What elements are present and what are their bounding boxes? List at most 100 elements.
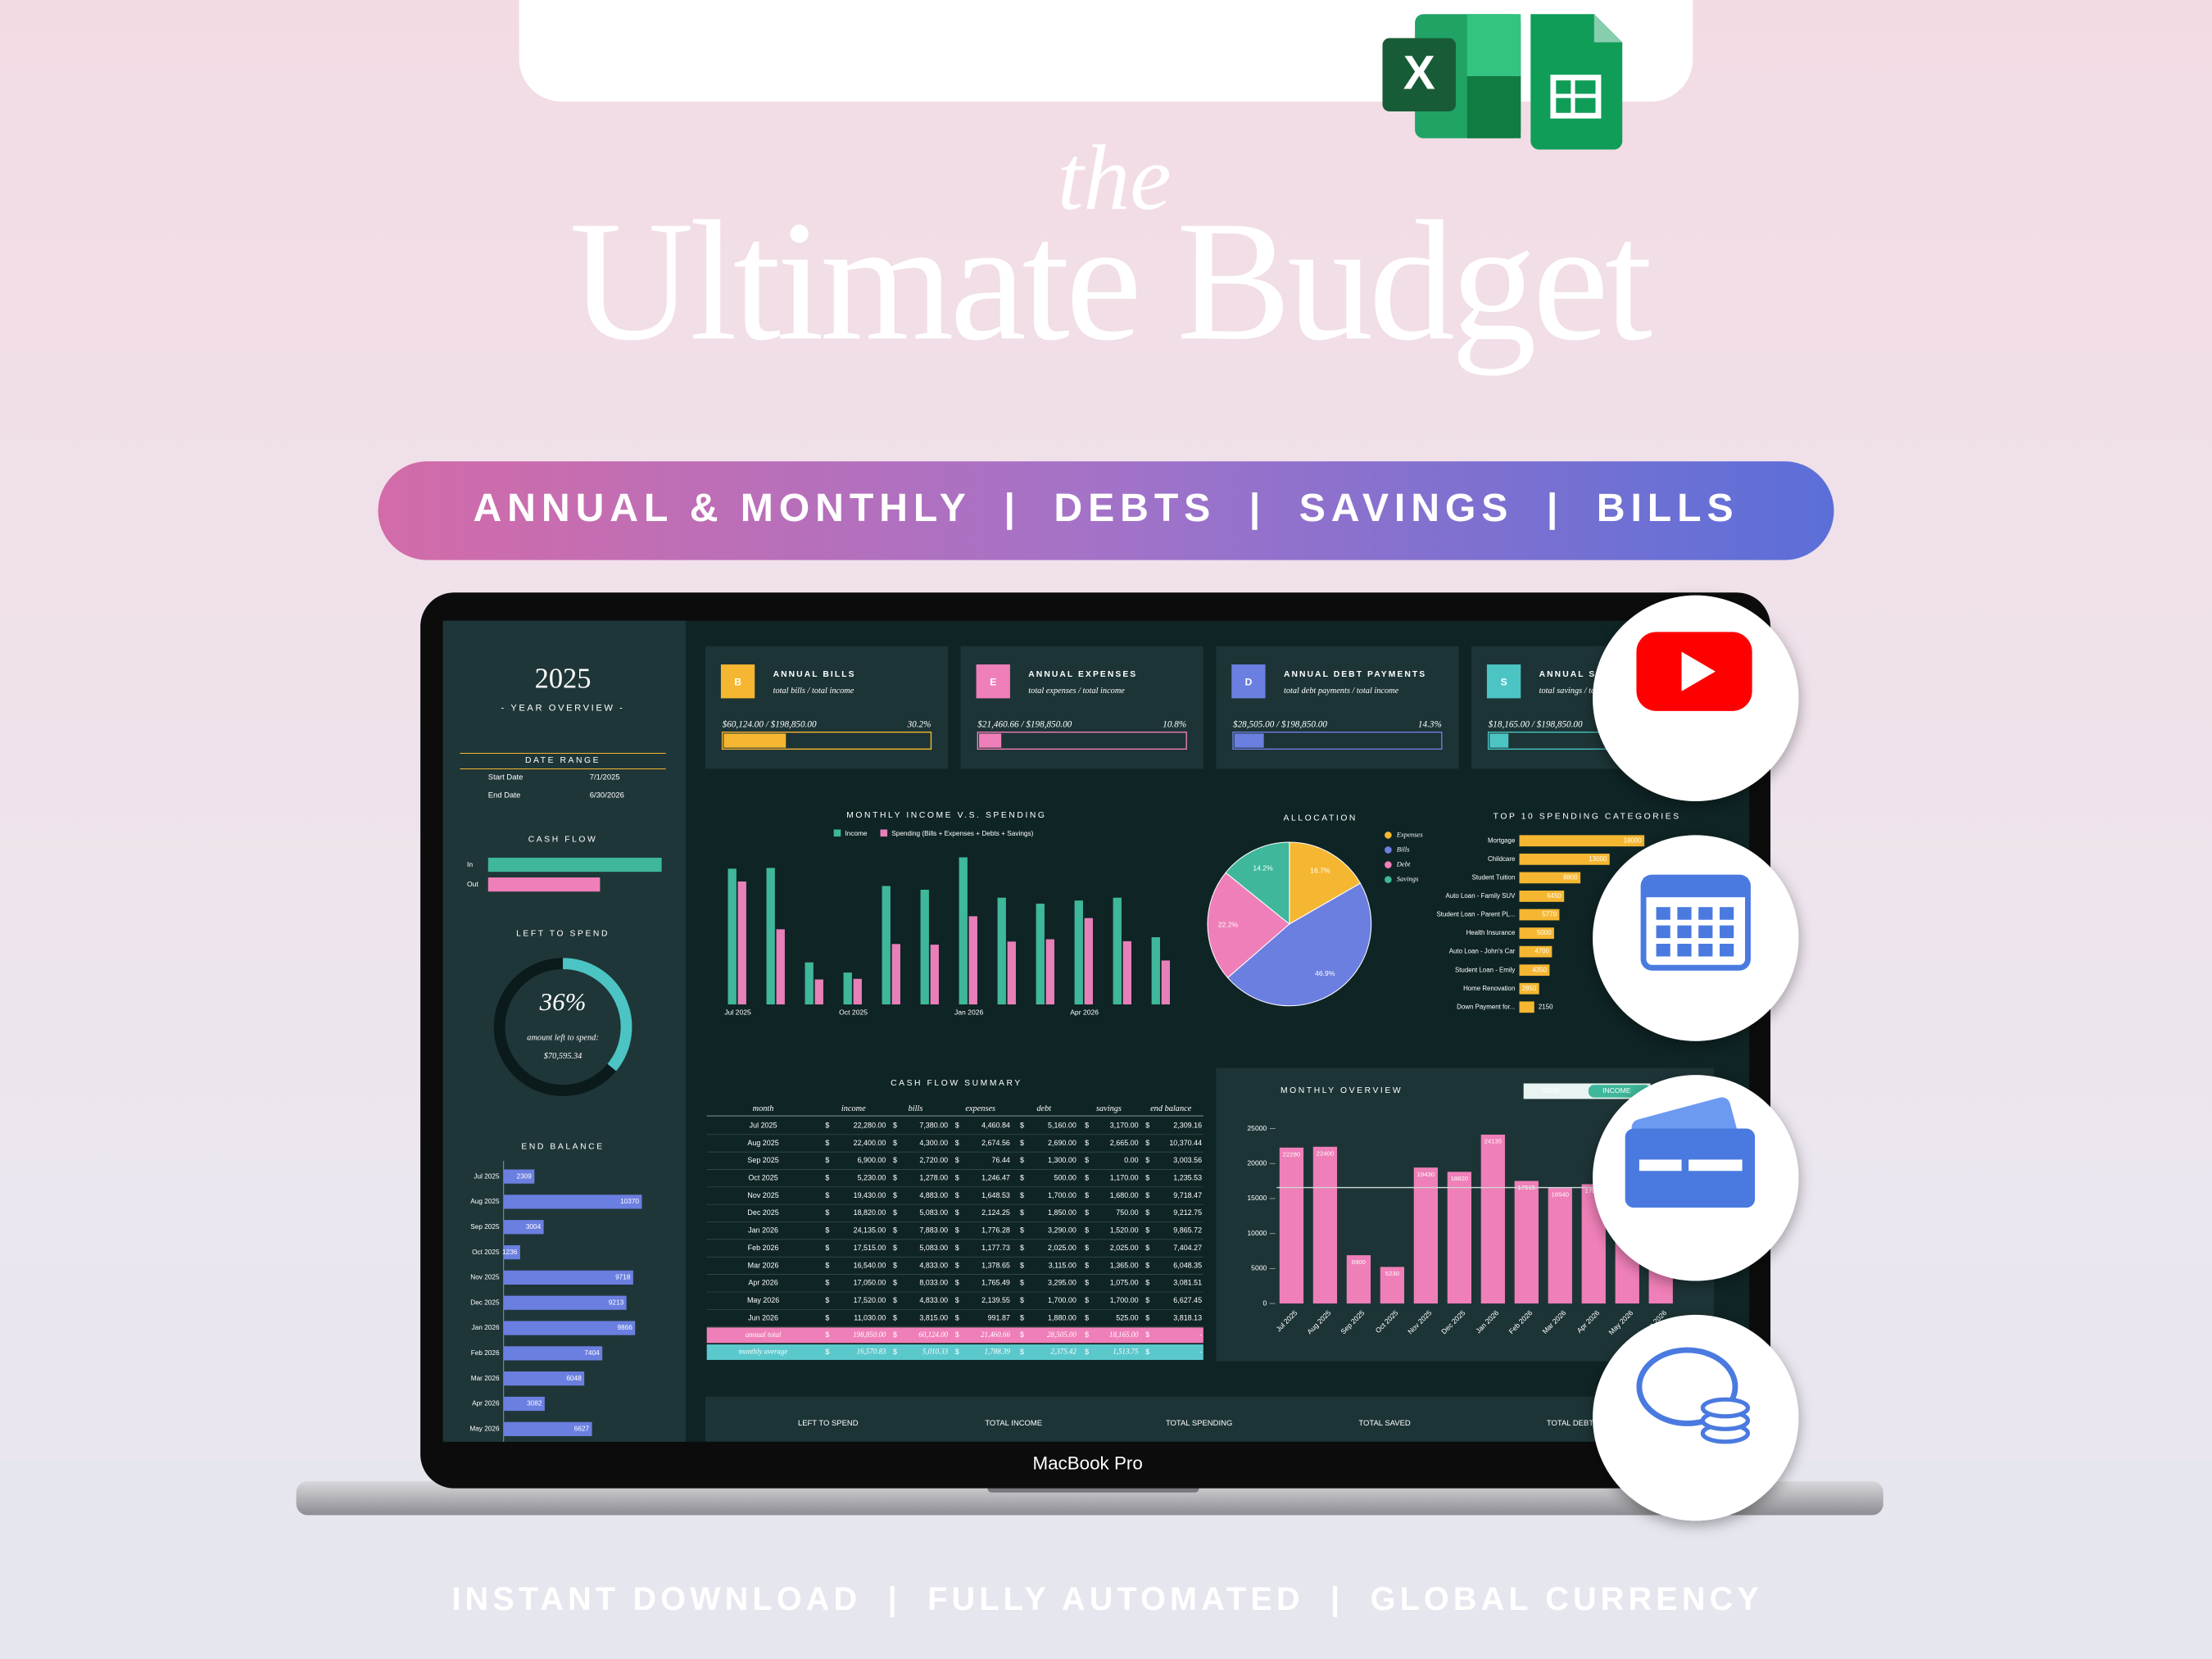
donut-arc (562, 958, 632, 1072)
calendar-head (1643, 877, 1748, 898)
end-balance-month: May 2026 (469, 1426, 500, 1433)
currency: $ (1145, 1244, 1149, 1252)
cash-flow-title: CASH FLOW (528, 835, 598, 844)
table-cell: 4,460.84 (981, 1121, 1010, 1129)
table-cell: 7,380.00 (919, 1121, 948, 1129)
bar-label: 18000 (1624, 836, 1643, 844)
table-cell: monthly average (739, 1348, 788, 1356)
play-icon (1681, 651, 1716, 691)
category-label: Auto Loan - John's Car (1449, 948, 1516, 955)
currency: $ (1145, 1330, 1149, 1339)
bar (1122, 941, 1131, 1005)
end-balance-bar (503, 1220, 544, 1235)
y-tick-label: 10000 (1247, 1229, 1267, 1237)
end-balance-month: Jul 2025 (474, 1172, 500, 1180)
average-row-bg (706, 1344, 1203, 1360)
table-cell: 1,513.75 (1113, 1348, 1139, 1356)
bar (766, 868, 775, 1005)
currency: $ (1020, 1226, 1024, 1235)
currency: $ (955, 1261, 959, 1269)
bar (1151, 936, 1160, 1005)
table-cell: 3,818.13 (1173, 1313, 1202, 1321)
card-progress (1234, 733, 1264, 748)
date-range-title: DATE RANGE (525, 756, 601, 765)
currency: $ (955, 1313, 959, 1321)
bar-label: 5000 (1537, 929, 1552, 936)
category-label: Mortgage (1488, 836, 1516, 844)
currency: $ (1020, 1191, 1024, 1199)
bar (737, 881, 746, 1005)
bar (1519, 927, 1554, 939)
bar (1084, 918, 1093, 1005)
calendar-cell (1656, 943, 1670, 957)
y-tick-label: 0 (1263, 1299, 1267, 1307)
table-cell: 991.87 (988, 1313, 1010, 1321)
currency: $ (825, 1330, 829, 1339)
bar (728, 868, 737, 1005)
totals-label: TOTAL INCOME (985, 1419, 1042, 1428)
currency: $ (893, 1244, 897, 1252)
bar (1519, 891, 1565, 902)
table-cell: 4,833.00 (919, 1261, 948, 1269)
year-subtitle: - YEAR OVERVIEW - (501, 703, 625, 713)
table-cell: 3,115.00 (1049, 1261, 1077, 1269)
card-progress-track (977, 731, 1187, 750)
table-cell: 3,290.00 (1048, 1226, 1077, 1235)
bar (1312, 1146, 1338, 1304)
header-text: MICROSOFT EXCEL & GOOGLE SHEETS (592, 36, 1377, 72)
coin-icon (1700, 1397, 1751, 1419)
currency: $ (1085, 1208, 1089, 1217)
legend-label: Debt (1396, 860, 1411, 868)
pie-label: 22.2% (1218, 921, 1239, 929)
bar (1548, 1187, 1572, 1304)
currency: $ (1145, 1174, 1149, 1182)
bar (1036, 903, 1045, 1005)
card-icon (976, 664, 1010, 699)
excel-icon (1382, 14, 1521, 138)
currency: $ (1085, 1244, 1089, 1252)
bar (930, 945, 939, 1005)
table-cell: 1,700.00 (1048, 1296, 1077, 1304)
currency: $ (1085, 1174, 1089, 1182)
currency: $ (825, 1226, 829, 1235)
x-tick-label: Jul 2025 (724, 1009, 751, 1017)
legend-swatch (880, 829, 888, 837)
table-cell: Jan 2026 (748, 1226, 778, 1235)
currency: $ (1085, 1330, 1089, 1339)
table-cell: 7,404.27 (1173, 1244, 1202, 1252)
table-cell: 0.00 (1124, 1156, 1138, 1164)
table-cell: 2,124.25 (981, 1208, 1010, 1217)
end-balance-month: Nov 2025 (470, 1274, 500, 1281)
bar (1447, 1172, 1471, 1304)
totals-label: LEFT TO SPEND (798, 1419, 859, 1428)
currency: $ (825, 1261, 829, 1269)
currency: $ (893, 1208, 897, 1217)
legend-label: Bills (1397, 845, 1410, 853)
year: 2025 (535, 664, 592, 695)
bar (1519, 835, 1645, 847)
cash-flow-label: In (467, 860, 473, 868)
currency: $ (1085, 1121, 1089, 1129)
end-balance-month: Apr 2026 (472, 1400, 500, 1407)
view-label: VIEW: (1542, 1086, 1562, 1095)
card-icon (720, 664, 755, 699)
card-amount: $18,165.00 / $198,850.00 (1489, 720, 1583, 730)
card-title: ANNUAL BILLS (773, 670, 856, 679)
y-tick-label: 5000 (1251, 1264, 1267, 1272)
pie-label: 16.7% (1310, 866, 1330, 874)
bar-label: 2150 (1539, 1003, 1553, 1010)
bar (920, 890, 929, 1005)
table-cell: 2,690.00 (1048, 1139, 1077, 1147)
table-cell: 1,850.00 (1048, 1208, 1077, 1217)
table-cell: 9,718.47 (1173, 1191, 1202, 1199)
calendar-cell (1698, 943, 1713, 957)
currency: $ (893, 1191, 897, 1199)
bar-label: 18820 (1451, 1175, 1469, 1182)
table-cell: 16,540.00 (854, 1261, 886, 1269)
currency: $ (955, 1244, 959, 1252)
table-cell: 24,135.00 (854, 1226, 886, 1235)
table-cell: Jul 2025 (750, 1121, 777, 1129)
table-cell: 60,124.00 (918, 1330, 948, 1339)
table-cell: - (1199, 1330, 1202, 1339)
